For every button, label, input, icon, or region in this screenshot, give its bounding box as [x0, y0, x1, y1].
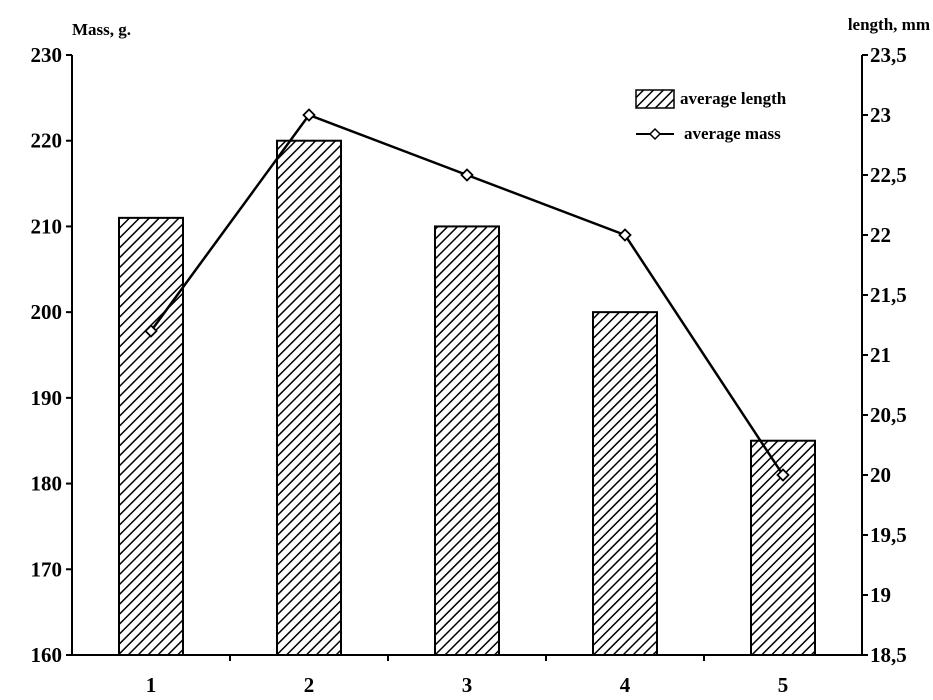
right-tick-label: 20,5 [870, 403, 907, 427]
right-tick-label: 20 [870, 463, 891, 487]
x-axis-ticks: 1 2 3 4 5 [146, 655, 789, 697]
right-tick-label: 23,5 [870, 43, 907, 67]
legend-swatch-bar [635, 89, 675, 109]
mass-point-3 [460, 168, 474, 182]
right-tick-label: 21 [870, 343, 891, 367]
bar-3 [434, 225, 500, 657]
right-axis-ticks: 18,5 19 19,5 20 20,5 21 21,5 22 22,5 23 23,5 [862, 43, 907, 667]
legend-swatch-marker [648, 127, 662, 141]
left-axis-title: Mass, g. [72, 20, 131, 39]
right-tick-label: 23 [870, 103, 891, 127]
bar-4 [592, 311, 658, 656]
right-tick-label: 18,5 [870, 643, 907, 667]
right-tick-label: 19 [870, 583, 891, 607]
left-tick-label: 190 [31, 386, 63, 410]
x-tick-label: 1 [146, 673, 157, 697]
left-tick-label: 220 [31, 129, 63, 153]
left-tick-label: 200 [31, 300, 63, 324]
right-tick-label: 22 [870, 223, 891, 247]
left-tick-label: 210 [31, 214, 63, 238]
mass-point-4 [618, 228, 632, 242]
mass-point-2 [302, 108, 316, 122]
legend-label-bar: average length [680, 89, 787, 108]
right-tick-label: 22,5 [870, 163, 907, 187]
right-tick-label: 21,5 [870, 283, 907, 307]
mass-point-5 [776, 468, 790, 482]
bar-series [118, 139, 816, 657]
right-axis-title: length, mm [848, 15, 930, 34]
right-tick-label: 19,5 [870, 523, 907, 547]
left-tick-label: 230 [31, 43, 63, 67]
left-axis-ticks: 160 170 180 190 200 210 220 230 [31, 43, 72, 667]
left-tick-label: 170 [31, 557, 63, 581]
bar-2 [276, 139, 342, 656]
x-tick-label: 3 [462, 673, 473, 697]
left-tick-label: 160 [31, 643, 63, 667]
x-tick-label: 4 [620, 673, 631, 697]
bar-1 [118, 216, 184, 656]
x-tick-label: 2 [304, 673, 315, 697]
x-tick-label: 5 [778, 673, 789, 697]
left-tick-label: 180 [31, 472, 63, 496]
legend: average length average mass [635, 89, 787, 143]
mass-point-1 [144, 324, 158, 338]
line-series [144, 108, 790, 482]
legend-label-line: average mass [684, 124, 781, 143]
